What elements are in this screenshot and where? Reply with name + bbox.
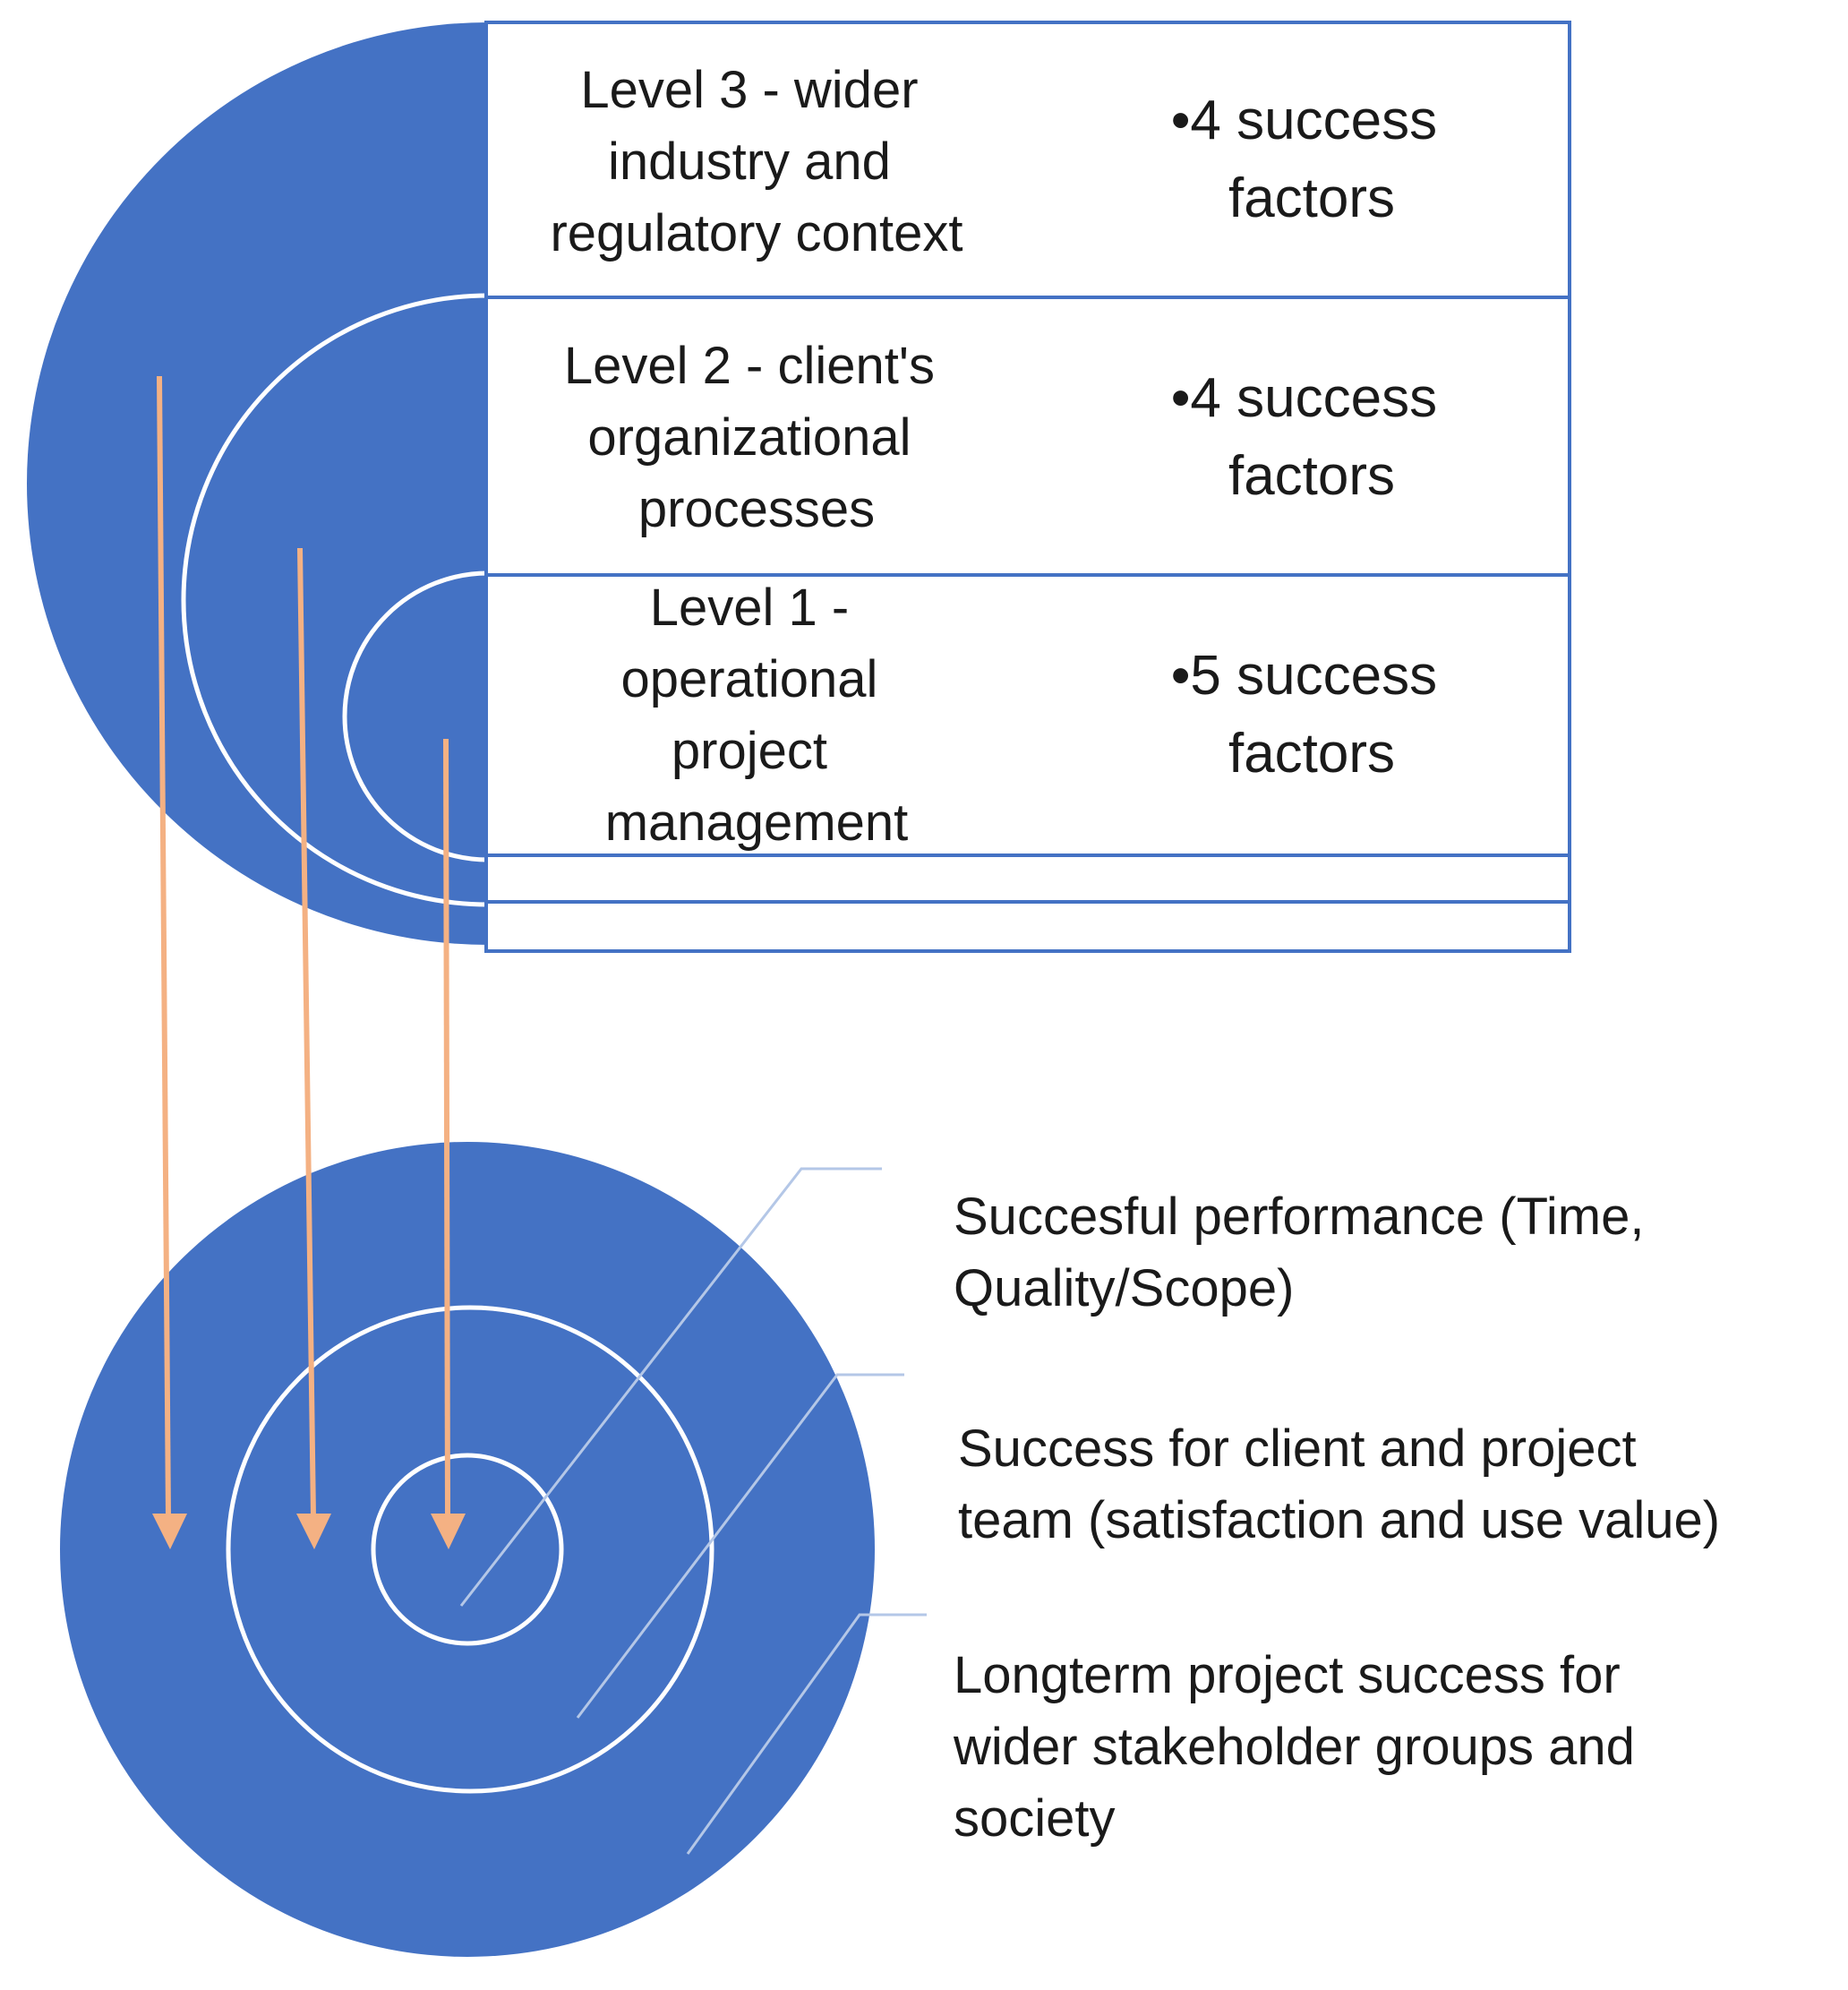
success-label-line: team (satisfaction and use value) (958, 1491, 1720, 1549)
level-2-label: Level 2 - client's organizational proces… (564, 337, 949, 538)
success-label-line: wider stakeholder groups and (953, 1718, 1635, 1776)
level-2-factors: •4 success factors (1171, 367, 1453, 507)
success-label-line: Quality/Scope) (954, 1259, 1294, 1317)
success-labels: Succesful performance (Time, Quality/Sco… (953, 1188, 1720, 1848)
success-middle-ring (226, 1305, 714, 1794)
success-label-line: Succesful performance (Time, (954, 1188, 1644, 1246)
success-label-line: Success for client and project (958, 1420, 1637, 1478)
level-1-label: Level 1 - operational project management (605, 579, 909, 852)
arrow-level-1-shaft (443, 738, 450, 1519)
table-row-level-2 (484, 296, 1571, 577)
level-3-factors-line: factors (1228, 167, 1395, 229)
success-label-line: Longterm project success for (954, 1646, 1621, 1704)
level-3-factors: •4 success factors (1171, 90, 1453, 229)
level-3-half-disc (27, 22, 488, 945)
level-3-label-line: regulatory context (550, 204, 962, 262)
leader-lines (459, 1167, 927, 1855)
table-row-level-3 (484, 21, 1571, 299)
levels-table: Level 3 - wider industry and regulatory … (484, 21, 1571, 953)
level-2-label-line: processes (638, 480, 875, 538)
success-target (60, 1142, 875, 1957)
success-inner-ring (371, 1453, 564, 1646)
level-1-label-line: management (605, 793, 909, 852)
level-1-label-line: project (672, 722, 827, 780)
success-outer-disc (60, 1142, 875, 1957)
success-label-longterm: Longterm project success for wider stake… (953, 1646, 1649, 1848)
leader-line-outer (686, 1613, 927, 1855)
level-3-label-line: Level 3 - wider (580, 61, 918, 119)
success-label-performance: Succesful performance (Time, Quality/Sco… (954, 1188, 1659, 1317)
table-row-spacer-1 (484, 853, 1571, 904)
level-arrows (152, 375, 466, 1549)
level-2-label-line: organizational (587, 408, 911, 467)
level-1-factors: •5 success factors (1171, 645, 1453, 785)
leader-line-middle (576, 1373, 904, 1719)
arrow-level-1-head (431, 1514, 466, 1549)
level-1-label-line: Level 1 - (650, 579, 849, 637)
level-1-factors-line: •5 success (1171, 645, 1437, 707)
level-2-factors-line: •4 success (1171, 367, 1437, 429)
success-label-client: Success for client and project team (sat… (958, 1420, 1720, 1549)
table-row-spacer-2 (484, 900, 1571, 953)
arrow-level-2-shaft (297, 547, 316, 1519)
arrow-level-3-head (152, 1514, 187, 1549)
success-label-line: society (954, 1789, 1116, 1848)
table-row-level-1 (484, 573, 1571, 857)
level-2-ring (181, 293, 488, 907)
level-2-label-line: Level 2 - client's (564, 337, 935, 395)
level-1-factors-line: factors (1228, 723, 1395, 785)
level-3-label: Level 3 - wider industry and regulatory … (550, 61, 962, 262)
arrow-level-2-head (296, 1514, 331, 1549)
level-3-factors-line: •4 success (1171, 90, 1437, 151)
leader-line-inner (459, 1167, 882, 1607)
level-1-label-line: operational (620, 650, 877, 708)
level-2-factors-line: factors (1228, 445, 1395, 507)
level-half-disc (27, 22, 488, 945)
level-3-label-line: industry and (608, 133, 891, 191)
level-1-ring (342, 570, 488, 862)
arrow-level-3-shaft (157, 375, 171, 1519)
